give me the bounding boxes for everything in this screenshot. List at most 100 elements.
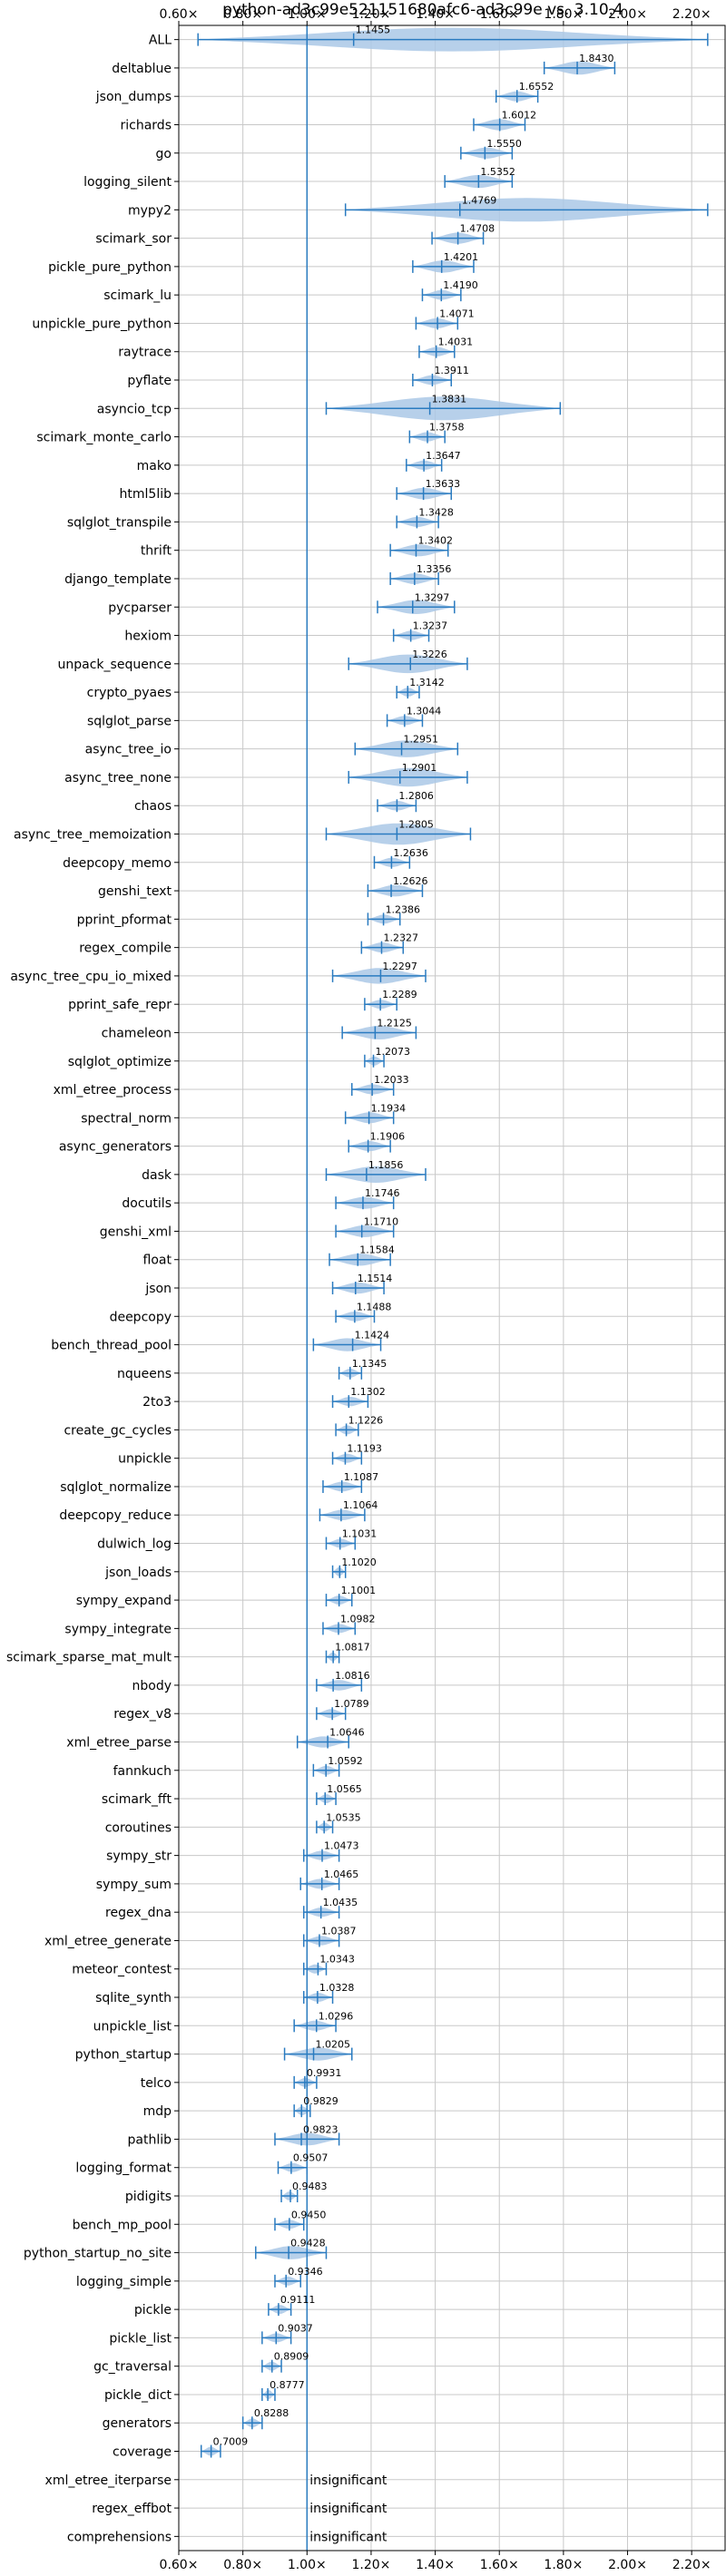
benchmark-label: pickle_dict xyxy=(104,2388,172,2403)
mean-value-label: 1.1710 xyxy=(364,1215,399,1227)
benchmark-label: unpickle_pure_python xyxy=(32,317,172,331)
x-tick-label-bottom: 1.40× xyxy=(416,2558,455,2572)
mean-value-label: 1.0387 xyxy=(321,1925,357,1937)
mean-value-label: 1.1020 xyxy=(341,1556,377,1568)
mean-value-label: 1.3226 xyxy=(412,649,447,660)
x-tick-label-top: 1.60× xyxy=(480,7,519,22)
x-tick-label-top: 1.20× xyxy=(351,7,390,22)
mean-value-label: 1.6012 xyxy=(502,109,537,121)
benchmark-label: thrift xyxy=(141,544,172,559)
benchmark-label: pprint_pformat xyxy=(77,912,172,927)
benchmark-label: scimark_sor xyxy=(95,232,172,247)
mean-value-label: 1.2297 xyxy=(382,961,417,972)
mean-value-label: 1.1064 xyxy=(343,1499,378,1511)
benchmark-label: regex_compile xyxy=(79,942,172,956)
x-tick-label-bottom: 1.60× xyxy=(480,2558,519,2572)
benchmark-label: xml_etree_parse xyxy=(66,1735,172,1750)
benchmark-label: nbody xyxy=(132,1679,172,1693)
mean-value-label: 1.3142 xyxy=(409,677,445,688)
benchmark-label: django_template xyxy=(64,572,172,587)
benchmark-label: async_tree_memoization xyxy=(14,828,172,843)
benchmark-label: pathlib xyxy=(128,2132,172,2147)
mean-value-label: 1.2636 xyxy=(393,847,428,859)
mean-value-label: 1.0328 xyxy=(319,1982,355,1994)
mean-value-label: 0.9829 xyxy=(303,2095,338,2107)
x-tick-label-bottom: 1.00× xyxy=(288,2558,327,2572)
benchmark-label: async_tree_cpu_io_mixed xyxy=(10,970,172,984)
benchmark-label: regex_v8 xyxy=(113,1707,172,1722)
benchmark-label: unpickle_list xyxy=(93,2019,172,2034)
mean-value-label: 1.1087 xyxy=(344,1471,379,1483)
benchmark-label: mdp xyxy=(143,2104,172,2119)
benchmark-label: crypto_pyaes xyxy=(87,686,172,700)
benchmark-label: deepcopy xyxy=(110,1310,172,1324)
mean-value-label: 1.3633 xyxy=(426,478,461,490)
x-tick-label-top: 2.20× xyxy=(672,7,711,22)
mean-value-label: 1.2806 xyxy=(398,790,434,802)
mean-value-label: 1.0646 xyxy=(329,1726,365,1738)
mean-value-label: 1.2951 xyxy=(404,734,439,746)
mean-value-label: 1.1345 xyxy=(352,1358,388,1370)
benchmark-label: sqlglot_transpile xyxy=(67,515,172,530)
x-tick-label-bottom: 0.60× xyxy=(160,2558,199,2572)
mean-value-label: 0.8288 xyxy=(254,2407,289,2419)
mean-value-label: 1.4071 xyxy=(439,307,475,319)
mean-value-label: 1.5550 xyxy=(486,138,522,150)
mean-value-label: 1.1488 xyxy=(357,1301,392,1312)
benchmark-label: scimark_sparse_mat_mult xyxy=(6,1651,172,1665)
benchmark-label: scimark_fft xyxy=(102,1792,172,1807)
mean-value-label: 1.1031 xyxy=(342,1528,378,1540)
mean-value-label: 0.9450 xyxy=(291,2209,327,2220)
x-tick-label-top: 0.80× xyxy=(223,7,262,22)
benchmark-label: python_startup xyxy=(75,2048,172,2063)
benchmark-label: unpickle xyxy=(118,1452,172,1467)
axes: 0.60× 0.60× 0.80× 0.80× 1.00× 1.00× 1.20× 1.20×… xyxy=(6,7,711,2572)
mean-value-label: 1.0435 xyxy=(323,1897,358,1908)
mean-value-label: 0.9483 xyxy=(292,2181,328,2192)
benchmark-label: mako xyxy=(137,459,172,473)
mean-value-label: 1.2626 xyxy=(393,875,428,887)
benchmark-label: pidigits xyxy=(125,2190,172,2204)
benchmark-label: asyncio_tcp xyxy=(97,402,172,416)
mean-value-label: 1.3647 xyxy=(426,450,461,462)
benchmark-label: regex_dna xyxy=(105,1906,172,1920)
mean-value-label: 1.2901 xyxy=(402,762,437,774)
benchmark-label: nqueens xyxy=(117,1367,172,1381)
mean-value-label: 1.3911 xyxy=(434,365,469,376)
benchmark-label: dulwich_log xyxy=(97,1537,172,1552)
benchmark-label: coverage xyxy=(113,2445,172,2460)
benchmark-label: pprint_safe_repr xyxy=(68,998,172,1012)
benchmark-label: deepcopy_memo xyxy=(63,856,172,871)
benchmark-label: xml_etree_generate xyxy=(44,1934,172,1948)
mean-value-label: 0.9037 xyxy=(278,2322,313,2334)
mean-value-label: 1.1001 xyxy=(341,1585,377,1596)
benchmark-label: richards xyxy=(121,118,172,132)
benchmark-label: async_tree_none xyxy=(64,771,172,785)
benchmark-label: bench_thread_pool xyxy=(51,1339,172,1353)
mean-value-label: 1.0592 xyxy=(328,1755,363,1767)
mean-value-label: 1.1514 xyxy=(358,1273,393,1284)
benchmark-label: ALL xyxy=(149,34,172,48)
mean-value-label: 1.6552 xyxy=(519,81,554,93)
benchmark-label: pycparser xyxy=(108,600,172,615)
mean-value-label: 1.1906 xyxy=(370,1131,406,1143)
benchmark-label: 2to3 xyxy=(142,1395,172,1410)
benchmark-label: chameleon xyxy=(102,1026,172,1040)
mean-value-label: 1.0343 xyxy=(319,1954,355,1966)
labels: 1.1455 1.8430 1.6552 1.6012 1.5550 1.5352 1.47… xyxy=(213,24,614,2545)
mean-value-label: 1.5352 xyxy=(480,166,515,178)
mean-value-label: 0.9428 xyxy=(290,2238,326,2249)
mean-value-label: 1.2125 xyxy=(377,1017,412,1029)
benchmark-label: comprehensions xyxy=(67,2530,172,2544)
benchmark-label: create_gc_cycles xyxy=(64,1423,172,1438)
benchmark-label: async_generators xyxy=(59,1140,172,1155)
mean-value-label: 1.0296 xyxy=(319,2010,354,2022)
mean-value-label: 1.0565 xyxy=(327,1783,362,1795)
benchmark-label: python_startup_no_site xyxy=(24,2247,172,2261)
mean-value-label: 1.0817 xyxy=(335,1642,370,1654)
mean-value-label: 1.2289 xyxy=(382,989,417,1000)
benchmark-label: genshi_xml xyxy=(100,1225,172,1239)
benchmark-label: go xyxy=(156,147,172,161)
mean-value-label: 1.2327 xyxy=(383,932,418,944)
mean-value-label: 1.4708 xyxy=(460,223,495,235)
